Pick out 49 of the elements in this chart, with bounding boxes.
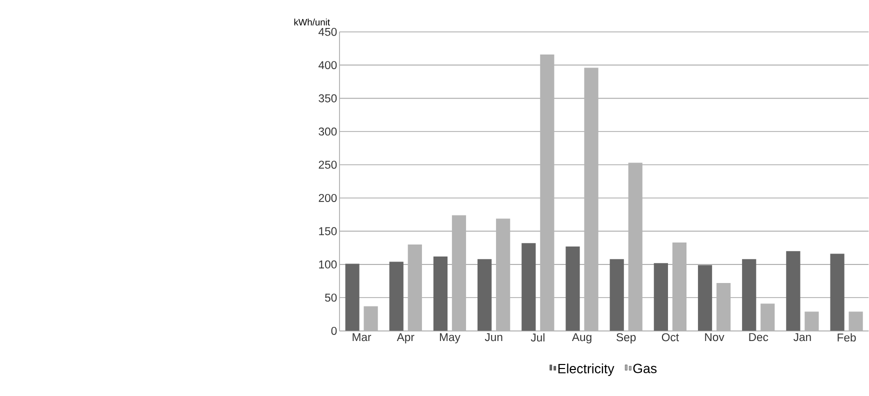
bar [496,218,510,331]
y-tick-label: 50 [325,294,337,302]
bar [848,312,863,331]
x-tick-label: Jun [484,333,502,342]
legend-label: Gas [633,364,657,374]
bar [364,306,378,331]
bar [672,242,687,331]
x-tick-label: Mar [352,333,372,342]
bar [742,259,756,331]
bar [566,246,580,331]
bar [760,304,775,331]
y-tick-label: 350 [318,94,337,102]
y-tick-label: 100 [319,260,337,268]
x-tick-label: Jan [794,333,811,342]
y-tick-label: 0 [331,326,337,335]
bar [654,263,668,331]
y-tick-label: 450 [318,28,337,36]
bar [830,254,844,331]
bar [452,215,466,331]
bar [408,244,422,331]
bar [716,283,731,331]
y-tick-label: 200 [318,194,337,202]
bar [610,259,624,331]
bar [522,243,536,331]
x-tick-label: Nov [705,333,724,342]
x-tick-label: Dec [749,333,768,342]
x-tick-label: Jul [530,333,544,342]
bar [345,264,360,331]
x-tick-label: May [440,333,460,344]
y-tick-label: 400 [318,61,337,70]
legend-label: Electricity [558,364,614,376]
x-tick-label: Apr [396,333,414,344]
y-tick-label: 150 [319,227,337,236]
x-tick-label: Sep [616,333,636,344]
bar [389,262,404,331]
y-tick-label: 300 [318,128,337,136]
y-axis-title: kWh/unit [294,18,330,26]
bar [584,68,598,331]
bar [786,251,800,331]
y-tick-label: 250 [318,160,337,169]
x-tick-label: Feb [838,333,856,342]
bar [478,259,492,331]
x-tick-label: Oct [662,333,679,342]
bar [540,54,554,331]
bar [628,162,642,331]
bar [804,312,819,331]
x-tick-label: Aug [572,333,592,344]
bar [433,256,448,331]
bar [698,265,712,331]
